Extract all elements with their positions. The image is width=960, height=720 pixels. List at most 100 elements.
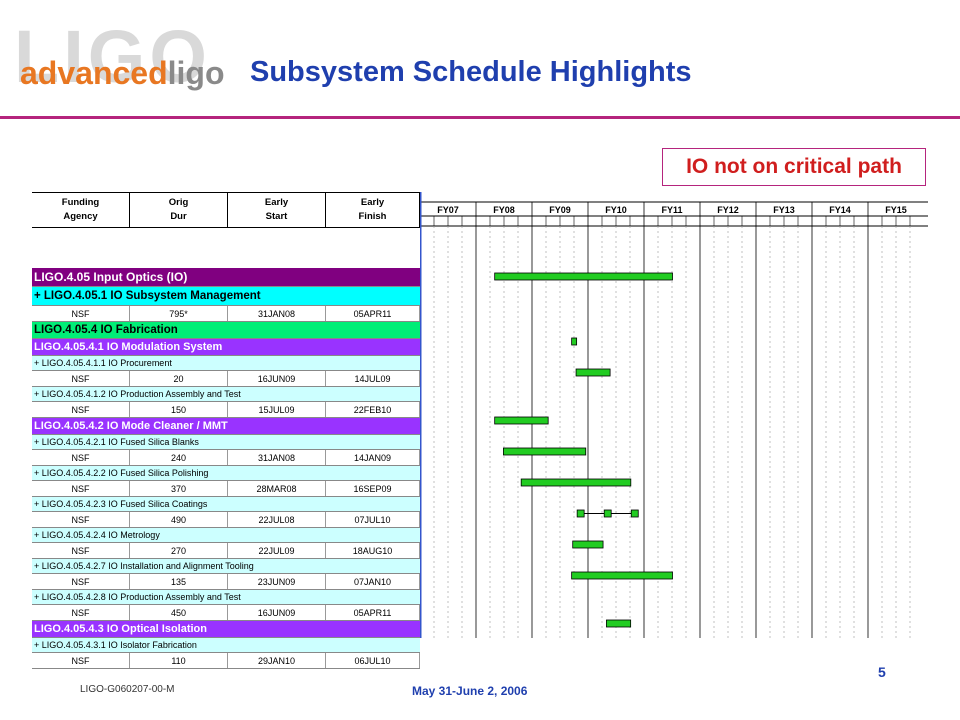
cell-start: 22JUL08 xyxy=(228,512,326,527)
fy-label: FY07 xyxy=(437,205,459,215)
fy-label: FY15 xyxy=(885,205,907,215)
gantt-bar xyxy=(503,447,587,456)
cell-duration: 795* xyxy=(130,306,228,321)
row-label: + LIGO.4.05.4.2.3 IO Fused Silica Coatin… xyxy=(34,499,208,509)
table-row: NSF 490 22JUL08 07JUL10 xyxy=(32,512,420,528)
cell-duration: 110 xyxy=(130,653,228,668)
col-early-start: Early Start xyxy=(228,193,326,227)
row-cells: NSF 450 16JUN09 05APR11 xyxy=(32,605,420,620)
cell-agency: NSF xyxy=(32,306,130,321)
cell-duration: 490 xyxy=(130,512,228,527)
row-cells: NSF 20 16JUN09 14JUL09 xyxy=(32,371,420,386)
row-label: + LIGO.4.05.4.2.8 IO Production Assembly… xyxy=(34,592,241,602)
gantt-bar-segment xyxy=(576,509,585,518)
cell-agency: NSF xyxy=(32,481,130,496)
row-label: LIGO.4.05.4.2 IO Mode Cleaner / MMT xyxy=(34,420,228,432)
page-title: Subsystem Schedule Highlights xyxy=(250,56,692,88)
cell-start: 16JUN09 xyxy=(228,605,326,620)
cell-agency: NSF xyxy=(32,512,130,527)
meeting-date: May 31-June 2, 2006 xyxy=(412,684,528,698)
cell-finish: 07JAN10 xyxy=(326,574,420,589)
wbs-row: + LIGO.4.05.4.2.2 IO Fused Silica Polish… xyxy=(32,466,420,481)
row-label: + LIGO.4.05.4.3.1 IO Isolator Fabricatio… xyxy=(34,640,197,650)
document-id: LIGO-G060207-00-M xyxy=(80,684,175,695)
cell-agency: NSF xyxy=(32,574,130,589)
cell-start: 16JUN09 xyxy=(228,371,326,386)
cell-agency: NSF xyxy=(32,450,130,465)
wbs-row: + LIGO.4.05.4.2.7 IO Installation and Al… xyxy=(32,559,420,574)
fy-label: FY13 xyxy=(773,205,795,215)
gantt-bar-segment xyxy=(630,509,639,518)
cell-finish: 22FEB10 xyxy=(326,402,420,417)
col-early-finish: Early Finish xyxy=(326,193,420,227)
gantt-bar xyxy=(572,540,604,549)
table-row: NSF 450 16JUN09 05APR11 xyxy=(32,605,420,621)
cell-finish: 14JAN09 xyxy=(326,450,420,465)
cell-agency: NSF xyxy=(32,653,130,668)
row-cells: NSF 795* 31JAN08 05APR11 xyxy=(32,306,420,321)
row-cells: NSF 370 28MAR08 16SEP09 xyxy=(32,481,420,496)
row-cells: NSF 270 22JUL09 18AUG10 xyxy=(32,543,420,558)
row-label: + LIGO.4.05.4.1.1 IO Procurement xyxy=(34,358,172,368)
cell-start: 29JAN10 xyxy=(228,653,326,668)
title-divider xyxy=(0,116,960,119)
cell-finish: 05APR11 xyxy=(326,605,420,620)
row-cells: NSF 240 31JAN08 14JAN09 xyxy=(32,450,420,465)
table-row: NSF 20 16JUN09 14JUL09 xyxy=(32,371,420,387)
row-label: LIGO.4.05.4.3 IO Optical Isolation xyxy=(34,623,207,635)
logo-watermark: LIGO xyxy=(14,15,211,98)
schedule-table: Funding Agency Orig Dur Early Start Earl… xyxy=(32,192,420,669)
wbs-row: LIGO.4.05 Input Optics (IO) xyxy=(32,268,420,287)
row-label: + LIGO.4.05.1 IO Subsystem Management xyxy=(34,290,261,302)
wbs-row: + LIGO.4.05.4.3.1 IO Isolator Fabricatio… xyxy=(32,638,420,653)
cell-finish: 05APR11 xyxy=(326,306,420,321)
cell-duration: 135 xyxy=(130,574,228,589)
fy-label: FY09 xyxy=(549,205,571,215)
page-number: 5 xyxy=(878,664,886,680)
wbs-row: + LIGO.4.05.4.1.2 IO Production Assembly… xyxy=(32,387,420,402)
cell-start: 23JUN09 xyxy=(228,574,326,589)
cell-duration: 240 xyxy=(130,450,228,465)
row-cells: NSF 135 23JUN09 07JAN10 xyxy=(32,574,420,589)
table-row: NSF 150 15JUL09 22FEB10 xyxy=(32,402,420,418)
cell-finish: 14JUL09 xyxy=(326,371,420,386)
critical-path-callout: IO not on critical path xyxy=(662,148,926,186)
row-label: LIGO.4.05.4.1 IO Modulation System xyxy=(34,341,223,353)
wbs-row: LIGO.4.05.4.2 IO Mode Cleaner / MMT xyxy=(32,418,420,435)
cell-start: 28MAR08 xyxy=(228,481,326,496)
gantt-bar-segment xyxy=(603,509,612,518)
row-cells: NSF 150 15JUL09 22FEB10 xyxy=(32,402,420,417)
wbs-row: LIGO.4.05.4.3 IO Optical Isolation xyxy=(32,621,420,638)
col-orig-dur: Orig Dur xyxy=(130,193,228,227)
wbs-row: + LIGO.4.05.4.2.1 IO Fused Silica Blanks xyxy=(32,435,420,450)
gantt-bar xyxy=(571,337,578,346)
cell-agency: NSF xyxy=(32,371,130,386)
row-label: + LIGO.4.05.4.2.7 IO Installation and Al… xyxy=(34,561,254,571)
table-row: NSF 370 28MAR08 16SEP09 xyxy=(32,481,420,497)
table-row: NSF 270 22JUL09 18AUG10 xyxy=(32,543,420,559)
cell-finish: 06JUL10 xyxy=(326,653,420,668)
gantt-bar xyxy=(575,368,611,377)
cell-start: 15JUL09 xyxy=(228,402,326,417)
row-cells: NSF 490 22JUL08 07JUL10 xyxy=(32,512,420,527)
gantt-bar xyxy=(520,478,632,487)
gantt-bar xyxy=(571,571,673,580)
cell-duration: 270 xyxy=(130,543,228,558)
col-funding-agency: Funding Agency xyxy=(32,193,130,227)
cell-agency: NSF xyxy=(32,543,130,558)
gantt-chart: FY07 FY08 FY09 FY10 FY11 FY12 FY13 FY14 FY15 xyxy=(420,192,928,638)
cell-start: 22JUL09 xyxy=(228,543,326,558)
row-label: LIGO.4.05.4 IO Fabrication xyxy=(34,324,178,336)
logo-ligo: ligo xyxy=(167,55,225,91)
gantt-bar xyxy=(494,416,549,425)
logo-advanced: advanced xyxy=(20,55,168,91)
cell-finish: 18AUG10 xyxy=(326,543,420,558)
table-row: NSF 135 23JUN09 07JAN10 xyxy=(32,574,420,590)
cell-finish: 16SEP09 xyxy=(326,481,420,496)
fy-label: FY11 xyxy=(661,205,682,215)
row-cells: NSF 110 29JAN10 06JUL10 xyxy=(32,653,420,668)
cell-duration: 370 xyxy=(130,481,228,496)
wbs-row: + LIGO.4.05.1 IO Subsystem Management xyxy=(32,287,420,306)
advanced-ligo-logo: advancedligo xyxy=(20,55,225,91)
row-label: + LIGO.4.05.4.2.4 IO Metrology xyxy=(34,530,160,540)
